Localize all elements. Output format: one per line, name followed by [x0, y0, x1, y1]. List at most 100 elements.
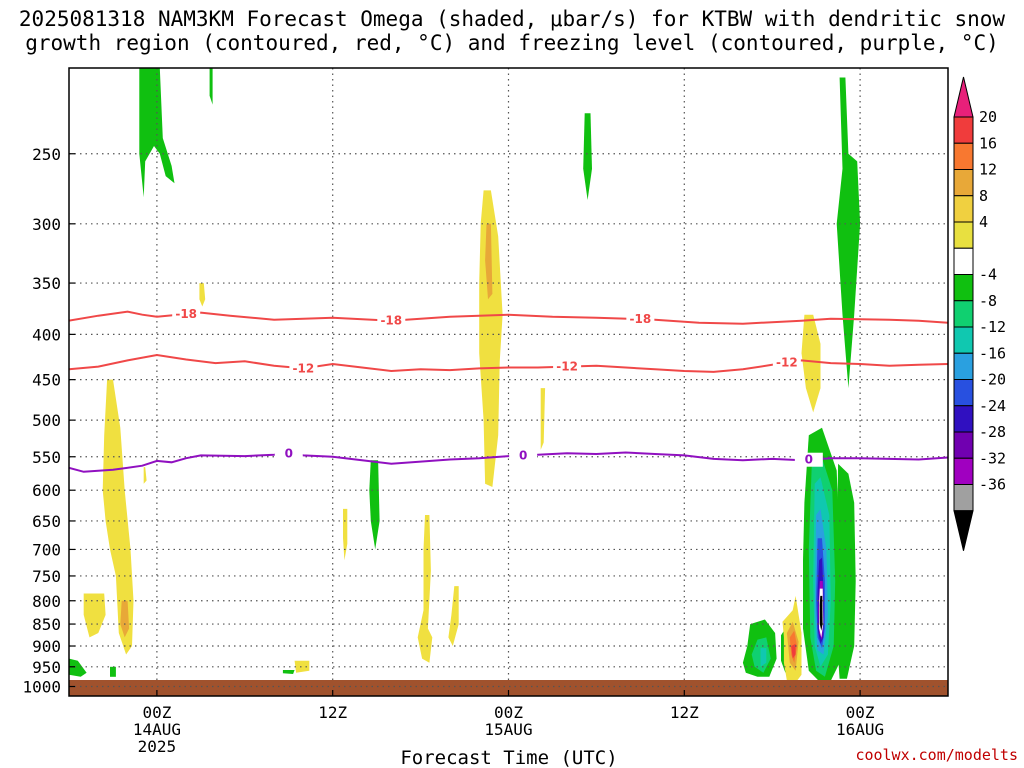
x-tick-label: 15AUG — [484, 720, 532, 739]
colorbar-box — [953, 142, 974, 170]
credit-link[interactable]: coolwx.com/modelts — [855, 746, 1018, 764]
contour-label-bg — [626, 312, 655, 327]
omega-shaded-region — [791, 643, 796, 659]
y-tick-label: 350 — [32, 274, 61, 293]
y-tick-label: 500 — [32, 411, 61, 430]
omega-shaded-region — [102, 379, 134, 655]
plot-area: -18 -18 -18 -12 -12 -12 0 0 0 250 300 350 400 450 500 5… — [22, 67, 949, 756]
colorbar-label: -32 — [979, 449, 1006, 467]
colorbar-label: -20 — [979, 371, 1006, 389]
colorbar-box — [953, 247, 974, 275]
y-tick-label: 550 — [32, 448, 61, 467]
contour-label: -18 — [380, 314, 402, 328]
colorbar-box — [953, 274, 974, 302]
colorbar-bottom-triangle — [953, 510, 974, 551]
contour-label: -12 — [776, 356, 798, 370]
omega-shaded-region — [369, 460, 380, 550]
colorbar-label: -4 — [979, 266, 997, 284]
omega-shaded-region — [417, 515, 433, 663]
contour-label-bg — [509, 448, 538, 463]
contour-line — [69, 310, 948, 325]
x-tick-label: 16AUG — [836, 720, 884, 739]
contour-line — [69, 353, 948, 373]
omega-shaded-region — [199, 283, 206, 307]
colorbar-label: -12 — [979, 318, 1006, 336]
omega-shaded-region — [540, 388, 546, 450]
omega-shaded-region — [120, 600, 130, 638]
x-tick-label: 14AUG — [133, 720, 181, 739]
y-tick-label: 650 — [32, 512, 61, 531]
colorbar-box — [953, 405, 974, 433]
omega-shaded-region — [836, 463, 856, 679]
omega-shaded-region — [83, 593, 106, 638]
y-tick-label: 950 — [32, 658, 61, 677]
colorbar-label: -28 — [979, 423, 1006, 441]
colorbar-box — [953, 484, 974, 512]
chart-title-line-1: 2025081318 NAM3KM Forecast Omega (shaded… — [19, 7, 1006, 31]
omega-shaded-region — [479, 190, 503, 487]
colorbar-box — [953, 300, 974, 328]
omega-shaded-region — [448, 586, 459, 646]
colorbar-label: -16 — [979, 344, 1006, 362]
y-tick-label: 250 — [32, 145, 61, 164]
colorbar-label: -36 — [979, 476, 1006, 494]
colorbar-box — [953, 379, 974, 407]
colorbar-box — [953, 221, 974, 249]
y-tick-label: 900 — [32, 637, 61, 656]
omega-shaded-region — [583, 113, 592, 200]
contour-label-bg — [794, 452, 823, 467]
colorbar-label: 16 — [979, 134, 997, 152]
colorbar-label: 12 — [979, 161, 997, 179]
y-tick-label: 300 — [32, 215, 61, 234]
y-tick-label: 700 — [32, 540, 61, 559]
y-tick-label: 800 — [32, 592, 61, 611]
omega-shaded-region — [819, 595, 823, 631]
colorbar-label: -8 — [979, 292, 997, 310]
colorbar-box — [953, 116, 974, 144]
x-tick-label: 2025 — [138, 737, 177, 756]
ground-strip — [69, 680, 948, 696]
x-tick-label: 00Z — [142, 703, 171, 722]
chart-title-line-2: growth region (contoured, red, °C) and f… — [25, 31, 999, 55]
colorbar: 20 16 12 8 4 -4 -8 -12 -16 -20 -24 -28 -32 -36 — [953, 76, 1006, 551]
omega-shaded-region — [69, 658, 87, 677]
contour-label: 0 — [519, 448, 527, 462]
colorbar-label: 20 — [979, 108, 997, 126]
omega-shaded-region — [760, 648, 767, 667]
colorbar-box — [953, 195, 974, 223]
x-tick-label: 12Z — [318, 703, 347, 722]
omega-shaded-region — [343, 508, 348, 561]
x-tick-label: 00Z — [846, 703, 875, 722]
x-tick-label: 00Z — [494, 703, 523, 722]
x-axis-label: Forecast Time (UTC) — [400, 747, 617, 768]
contour-line — [69, 451, 948, 473]
omega-shaded-region — [282, 670, 295, 674]
x-tick-label: 12Z — [670, 703, 699, 722]
contour-label-bg — [772, 355, 801, 370]
plot-inner: -18 -18 -18 -12 -12 -12 0 0 0 — [69, 68, 948, 696]
contour-label: -18 — [630, 312, 652, 326]
colorbar-top-triangle — [953, 76, 974, 118]
omega-shaded-region — [143, 467, 147, 484]
omega-shaded-region — [485, 223, 493, 300]
contour-label: -18 — [175, 307, 197, 321]
contour-label-bg — [289, 361, 318, 376]
omega-shaded-region — [801, 314, 821, 413]
colorbar-box — [953, 169, 974, 197]
y-tick-label: 450 — [32, 371, 61, 390]
omega-shaded-region — [110, 666, 116, 677]
contour-label: 0 — [285, 446, 293, 460]
contour-label: -12 — [293, 361, 315, 375]
y-tick-label: 1000 — [22, 678, 61, 697]
colorbar-box — [953, 457, 974, 485]
y-tick-label: 400 — [32, 325, 61, 344]
contour-label: 0 — [805, 453, 813, 467]
contour-label-bg — [377, 313, 406, 328]
colorbar-label: -24 — [979, 397, 1006, 415]
y-tick-label: 850 — [32, 615, 61, 634]
colorbar-box — [953, 326, 974, 354]
omega-shaded-region — [139, 68, 175, 198]
y-tick-label: 750 — [32, 567, 61, 586]
omega-shaded-region — [209, 68, 213, 105]
